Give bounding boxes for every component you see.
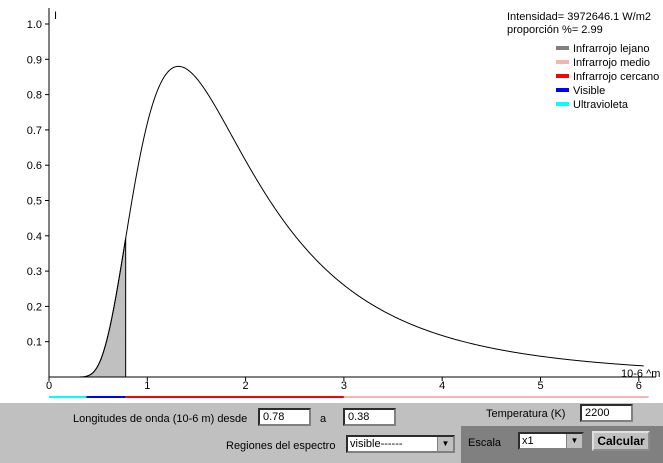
wavelength-from-field[interactable]: 0.78 (258, 408, 311, 426)
y-tick-label: 0.2 (27, 301, 42, 313)
shaded-region (85, 237, 127, 378)
spectrum-chart: I 10-6 ^m 0 1 2 3 4 5 6 0.1 0.2 0.3 0.4 0.5 0.6 0.7 0.8… (27, 8, 660, 398)
intensity-curve (53, 65, 644, 378)
scale-value: x1 (522, 435, 534, 447)
spectrum-regions-select[interactable]: visible------ ▼ (346, 435, 455, 453)
y-tick-label: 0.4 (27, 231, 42, 243)
x-axis-label: 10-6 ^m (621, 368, 660, 380)
y-axis-label: I (54, 10, 57, 22)
scale-select[interactable]: x1 ▼ (518, 432, 584, 450)
x-tick-label: 4 (439, 380, 445, 392)
spectrum-band (125, 396, 344, 398)
wavelength-to-field[interactable]: 0.38 (343, 408, 396, 426)
spectrum-regions-label: Regiones del espectro (226, 440, 336, 452)
legend-swatch (556, 102, 569, 106)
y-tick-label: 0.6 (27, 160, 42, 172)
legend-label: Infrarrojo cercano (573, 71, 659, 83)
x-tick-label: 2 (243, 380, 249, 392)
legend-swatch (556, 46, 569, 50)
legend-label: Ultravioleta (573, 99, 629, 111)
legend-label: Infrarrojo lejano (573, 43, 649, 55)
y-tick-label: 1.0 (27, 19, 42, 31)
y-tick-label: 0.1 (27, 337, 42, 349)
to-label: a (320, 413, 327, 425)
temperature-field[interactable]: 2200 (580, 404, 633, 422)
chevron-down-icon[interactable]: ▼ (437, 437, 453, 451)
legend-swatch (556, 60, 569, 64)
y-tick-label: 0.9 (27, 54, 42, 66)
chevron-down-icon[interactable]: ▼ (566, 434, 582, 448)
spectrum-band (86, 396, 126, 398)
proportion-readout: proporción %= 2.99 (507, 24, 603, 36)
legend-swatch (556, 88, 569, 92)
intensity-readout: Intensidad= 3972646.1 W/m2 (507, 11, 651, 23)
y-tick-label: 0.3 (27, 266, 42, 278)
y-tick-label: 0.8 (27, 90, 42, 102)
spectrum-band (49, 396, 87, 398)
wavelength-range-label: Longitudes de onda (10-6 m) desde (73, 413, 248, 425)
calculate-button[interactable]: Calcular (592, 431, 650, 451)
y-tick-label: 0.5 (27, 196, 42, 208)
spectrum-regions-value: visible------ (350, 438, 403, 450)
y-tick-label: 0.7 (27, 125, 42, 137)
spectrum-band (343, 396, 649, 398)
legend-swatch (556, 74, 569, 78)
temperature-label: Temperatura (K) (486, 408, 566, 420)
legend-label: Infrarrojo medio (573, 57, 650, 69)
x-tick-label: 3 (341, 380, 347, 392)
x-tick-label: 6 (636, 380, 642, 392)
x-tick-label: 5 (537, 380, 543, 392)
scale-label: Escala (468, 437, 502, 449)
x-tick-label: 0 (46, 380, 52, 392)
legend-label: Visible (573, 85, 605, 97)
x-tick-label: 1 (144, 380, 150, 392)
